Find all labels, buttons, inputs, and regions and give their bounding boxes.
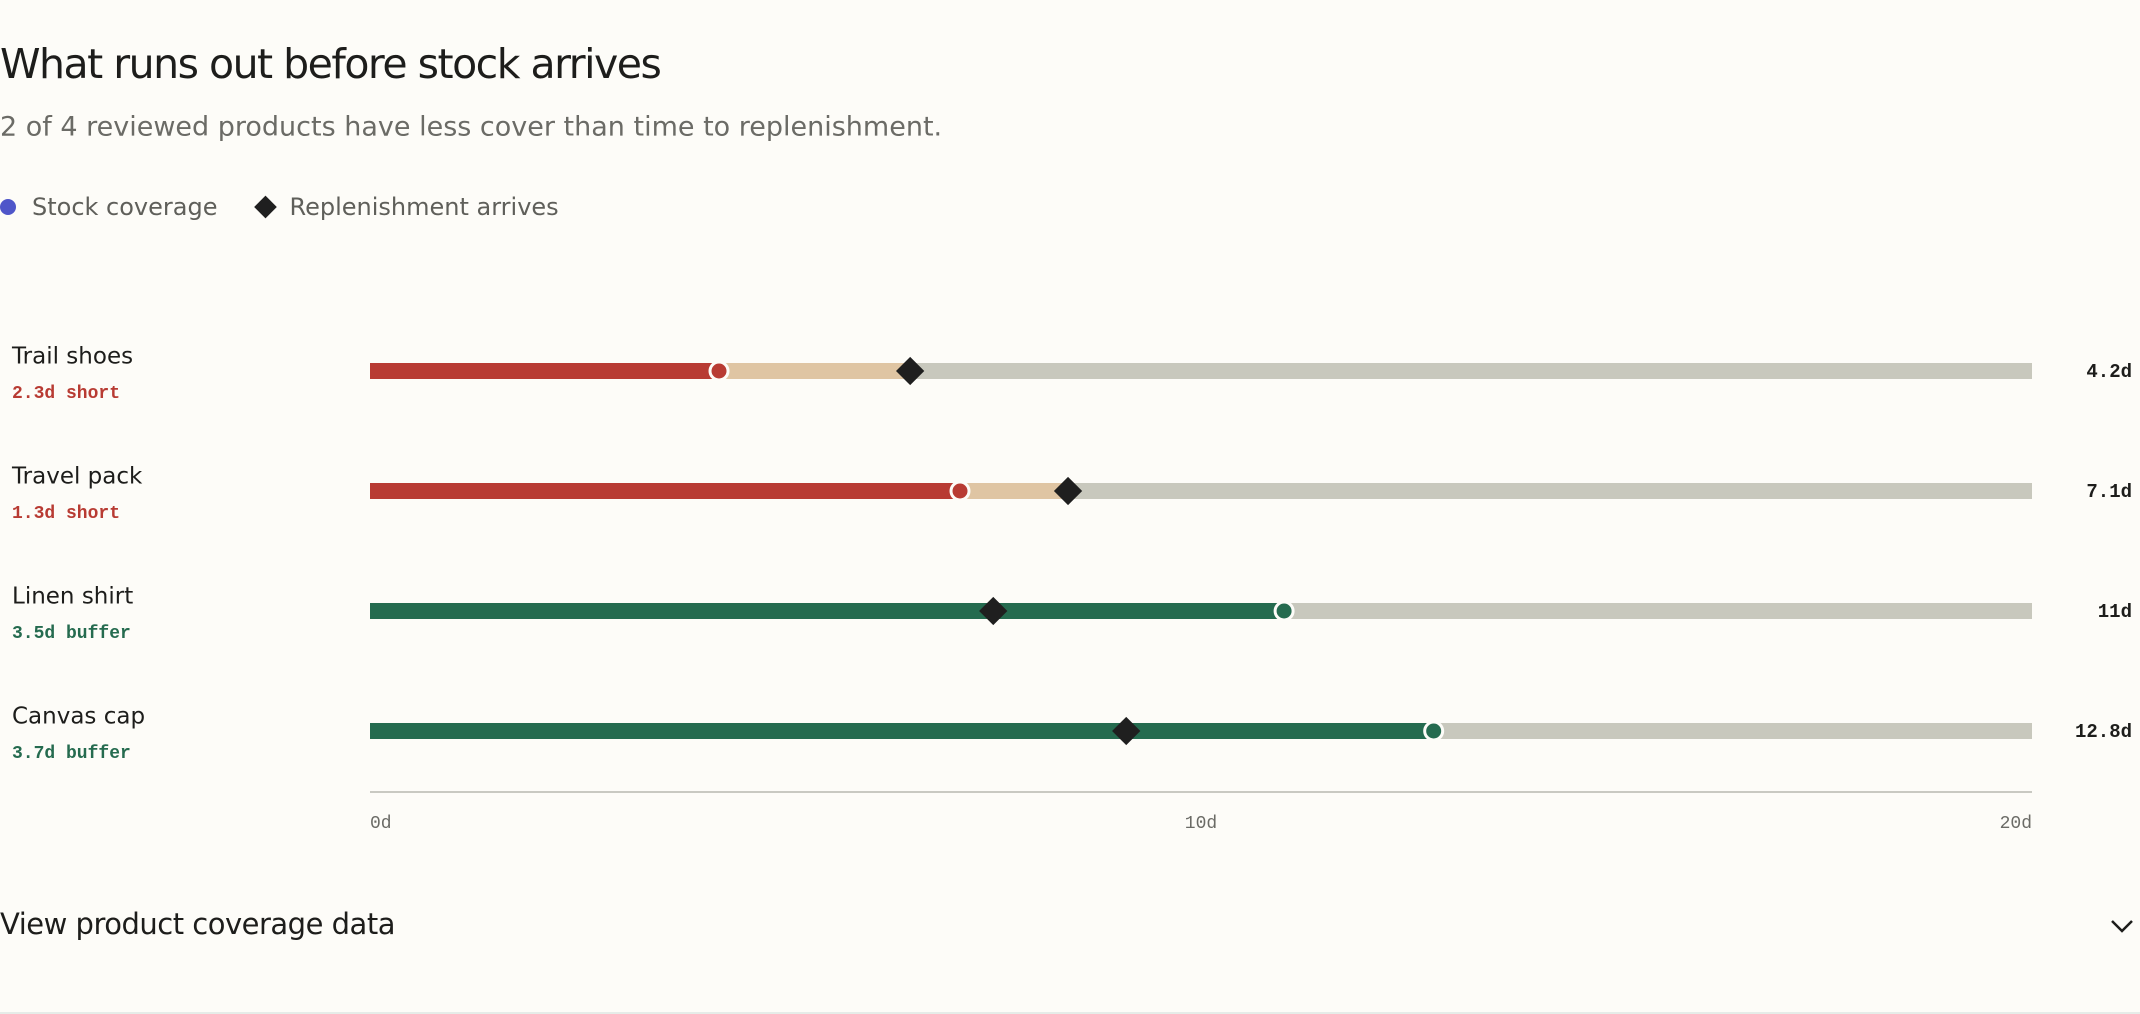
replenishment-marker <box>979 596 1008 626</box>
coverage-label: 4.2d <box>2086 361 2132 383</box>
coverage-label: 7.1d <box>2086 481 2132 503</box>
coverage-bar <box>370 483 961 499</box>
x-tick-label: 20d <box>2000 814 2032 834</box>
product-name: Trail shoes <box>11 344 133 370</box>
coverage-dot <box>708 360 730 382</box>
status-label: 2.3d short <box>12 384 120 404</box>
product-name: Linen shirt <box>12 584 133 610</box>
legend-swatch <box>254 195 277 219</box>
coverage-bar <box>370 723 1434 739</box>
chart-subtitle: 2 of 4 reviewed products have less cover… <box>0 112 942 143</box>
coverage-dot <box>1273 600 1295 622</box>
x-tick-label: 0d <box>370 814 392 834</box>
legend-label: Stock coverage <box>32 193 217 221</box>
coverage-bar <box>370 363 720 379</box>
shortfall-gap <box>960 483 1069 499</box>
coverage-dot <box>1423 720 1445 742</box>
x-tick-label: 10d <box>1185 814 1217 834</box>
replenishment-marker <box>896 356 925 386</box>
legend-label: Replenishment arrives <box>289 193 558 221</box>
chevron[interactable] <box>2111 920 2133 933</box>
legend-swatch <box>0 199 16 215</box>
coverage-label: 12.8d <box>2075 721 2132 743</box>
replenishment-marker <box>1053 476 1083 506</box>
coverage-label: 11d <box>2098 601 2132 623</box>
status-label: 3.5d buffer <box>12 624 131 644</box>
status-label: 1.3d short <box>12 504 120 524</box>
coverage-bar <box>370 603 1285 619</box>
product-name: Canvas cap <box>12 704 145 730</box>
data-toggle[interactable]: View product coverage data <box>0 907 395 941</box>
status-label: 3.7d buffer <box>12 744 131 764</box>
shortfall-gap <box>719 363 911 379</box>
chart-title: What runs out before stock arrives <box>0 40 660 88</box>
coverage-dot <box>949 480 971 502</box>
product-name: Travel pack <box>11 464 143 490</box>
replenishment-marker <box>1112 716 1141 746</box>
